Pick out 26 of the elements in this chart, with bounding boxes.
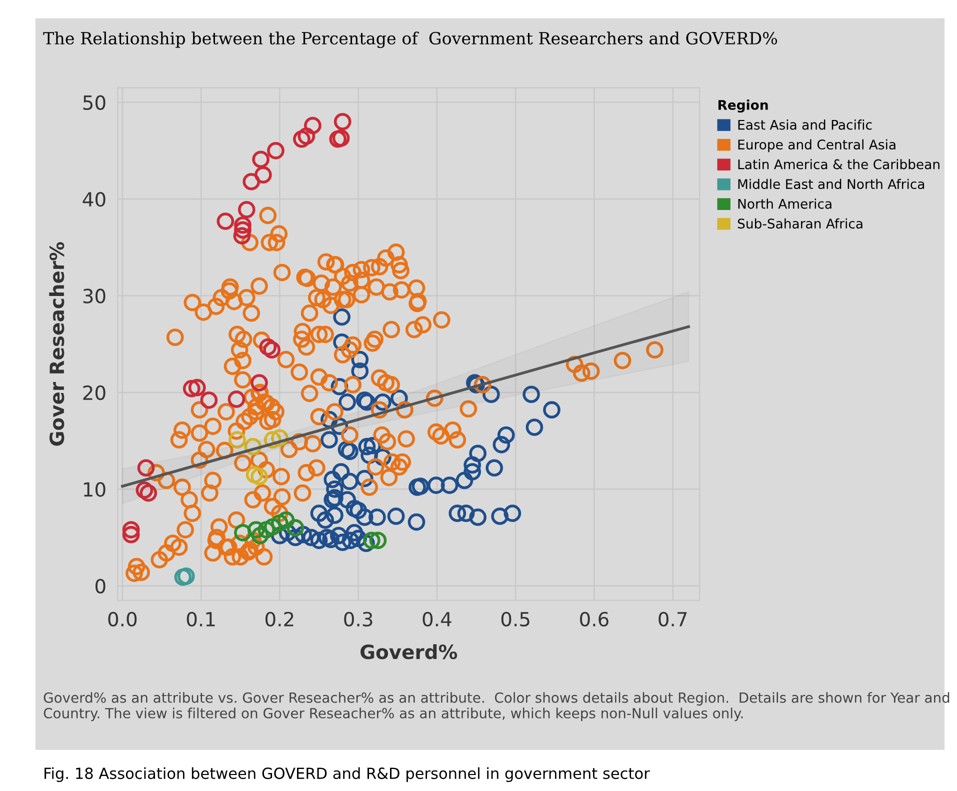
x-axis-title: Goverd% bbox=[360, 644, 458, 660]
legend-title: Region bbox=[718, 100, 768, 113]
x-tick-label: 0.3 bbox=[344, 612, 372, 627]
y-tick-label: 30 bbox=[83, 288, 106, 304]
chart-title: The Relationship between the Percentage of Government Researchers and GOVERD% bbox=[43, 32, 778, 48]
y-axis-title: Gover Reseacher% bbox=[49, 242, 64, 446]
text: Goverd% as an attribute vs. Gover Reseacher% as an attribute. Color shows details about Region. Details are shown for Year and Country. The view is filtered on Gover Reseacher% as an attribute, which keeps non-Null values only. bbox=[44, 692, 950, 722]
legend-label: East Asia and Pacific bbox=[738, 120, 872, 130]
x-tick-label: 0.4 bbox=[422, 612, 452, 627]
legend-label: Middle East and North Africa bbox=[738, 178, 924, 190]
legend-label: North America bbox=[738, 198, 832, 209]
y-tick-label: 20 bbox=[83, 385, 106, 400]
x-tick-label: 0.2 bbox=[266, 612, 294, 627]
y-tick-label: 10 bbox=[84, 482, 106, 497]
x-tick-label: 0.7 bbox=[658, 612, 687, 627]
x-tick-label: 0.1 bbox=[186, 612, 215, 627]
x-tick-label: 0.6 bbox=[580, 612, 608, 627]
legend-label: Europe and Central Asia bbox=[738, 139, 896, 152]
legend-label: Latin America & the Caribbean bbox=[738, 159, 940, 170]
y-tick-label: 0 bbox=[96, 578, 106, 594]
x-tick-label: 0.5 bbox=[501, 612, 530, 627]
y-tick-label: 50 bbox=[83, 95, 106, 110]
legend-label: Sub-Saharan Africa bbox=[738, 218, 862, 229]
y-tick-label: 40 bbox=[82, 192, 106, 207]
x-tick-label: 0.0 bbox=[108, 612, 137, 627]
caption: Fig. 18 Association between GOVERD and R&D personnel in government sector bbox=[44, 767, 650, 782]
